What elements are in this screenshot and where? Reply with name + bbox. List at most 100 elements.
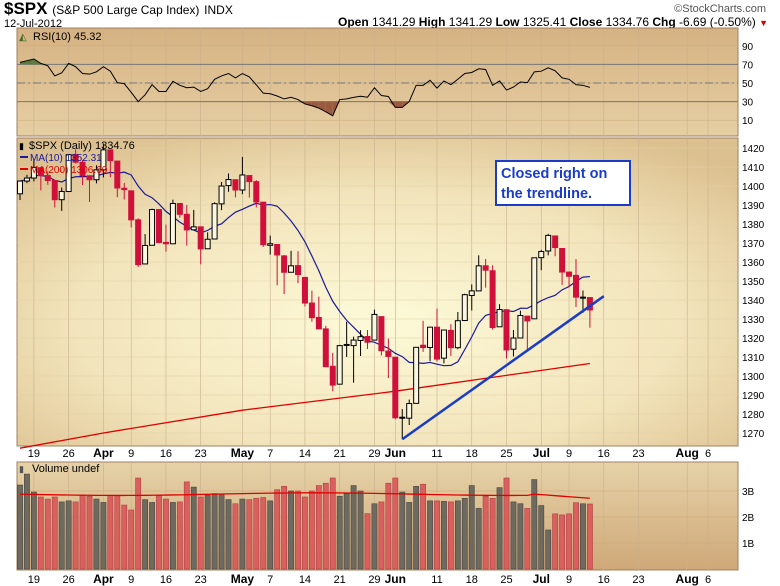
volume-bar (288, 490, 294, 570)
x-tick-label: 11 (431, 448, 442, 460)
rsi-oversold-fill (318, 101, 326, 112)
volume-bar (37, 496, 44, 570)
volume-bar (86, 495, 93, 570)
volume-bar (121, 504, 128, 570)
low-value: 1325.41 (522, 15, 567, 29)
volume-bar (58, 501, 65, 570)
candle (503, 309, 510, 351)
volume-bar (107, 495, 114, 570)
volume-bar (114, 495, 121, 570)
candle (350, 339, 357, 347)
candle (79, 161, 86, 177)
volume-bar (447, 501, 454, 570)
volume-bar (44, 498, 51, 570)
volume-bar (531, 479, 538, 570)
ma200-legend: MA(200) 1306.60 (30, 165, 108, 176)
candle (135, 219, 142, 266)
price-title: $SPX (Daily) 1334.76 (29, 140, 135, 152)
candle (142, 244, 149, 265)
volume-bar (482, 495, 489, 570)
candle (538, 251, 545, 259)
price-tick-label: 1370 (742, 239, 765, 250)
candle (378, 316, 385, 352)
x-tick-label: 26 (63, 448, 75, 460)
candle (440, 329, 447, 359)
volume-bar (517, 503, 524, 570)
volume-tick-label: 2B (742, 513, 755, 524)
close-value: 1334.76 (605, 15, 650, 29)
ma10-legend: MA(10) 1352.31 (30, 153, 102, 164)
rsi-title: RSI(10) 45.32 (33, 31, 101, 43)
candle (239, 174, 246, 191)
volume-bar (246, 499, 253, 570)
volume-bar (545, 529, 552, 570)
x-tick-label: 7 (267, 448, 273, 460)
candle (545, 234, 552, 252)
volume-bar (72, 501, 79, 570)
volume-bar (468, 485, 475, 570)
volume-bar (128, 509, 135, 570)
high-label: High (418, 15, 446, 29)
volume-bar (183, 481, 190, 570)
x-tick-label: 6 (705, 574, 711, 586)
volume-bar (135, 477, 142, 570)
x-tick-label: 19 (28, 448, 40, 460)
candle (274, 244, 281, 256)
candle (72, 153, 79, 163)
price-tick-label: 1360 (742, 258, 765, 269)
candle-icon: ▮ (19, 141, 24, 151)
candle (260, 201, 267, 246)
candle (44, 175, 51, 181)
volume-bar (225, 499, 232, 570)
volume-bar (315, 485, 322, 570)
volume-title: Volume undef (32, 463, 100, 475)
price-tick-label: 1280 (742, 410, 765, 421)
x-tick-label: 18 (466, 448, 478, 460)
candle (211, 203, 218, 240)
volume-bar (559, 514, 565, 570)
candle (267, 243, 274, 246)
rsi-oversold-fill (311, 101, 319, 109)
volume-bar (274, 489, 281, 570)
candle (413, 346, 420, 404)
volume-bar (218, 493, 225, 570)
volume-bar (357, 490, 364, 570)
x-tick-label: 9 (566, 574, 572, 586)
volume-bar (170, 502, 176, 570)
volume-bar (142, 499, 148, 570)
x-tick-label: Jul (533, 446, 550, 460)
volume-bar (79, 494, 86, 570)
rsi-tick-label: 10 (742, 116, 754, 127)
volume-bar (350, 485, 357, 570)
candle (197, 226, 204, 250)
candle (190, 226, 197, 231)
volume-ma-line (19, 492, 590, 499)
trendline (401, 295, 605, 441)
rsi-panel (16, 27, 739, 137)
candle (573, 274, 579, 298)
candle (149, 209, 156, 246)
candle (232, 179, 239, 191)
volume-bar (156, 495, 162, 570)
volume-bar (503, 477, 510, 570)
candle (218, 185, 225, 205)
volume-bar (253, 497, 260, 570)
volume-bar (475, 508, 482, 570)
candle (489, 270, 496, 329)
candle (114, 160, 121, 189)
price-tick-label: 1420 (742, 144, 765, 155)
volume-bar (211, 493, 218, 570)
volume-bar (343, 493, 350, 570)
candle (468, 290, 475, 296)
candle (37, 167, 44, 177)
x-tick-label: 19 (28, 574, 40, 586)
volume-bar (420, 483, 426, 570)
candle (566, 271, 573, 277)
x-tick-label: 16 (160, 448, 172, 460)
x-tick-label: Aug (676, 446, 699, 460)
candle (30, 166, 37, 179)
x-tick-label: Jun (385, 572, 406, 586)
volume-bar (454, 500, 461, 570)
candle (322, 328, 329, 368)
